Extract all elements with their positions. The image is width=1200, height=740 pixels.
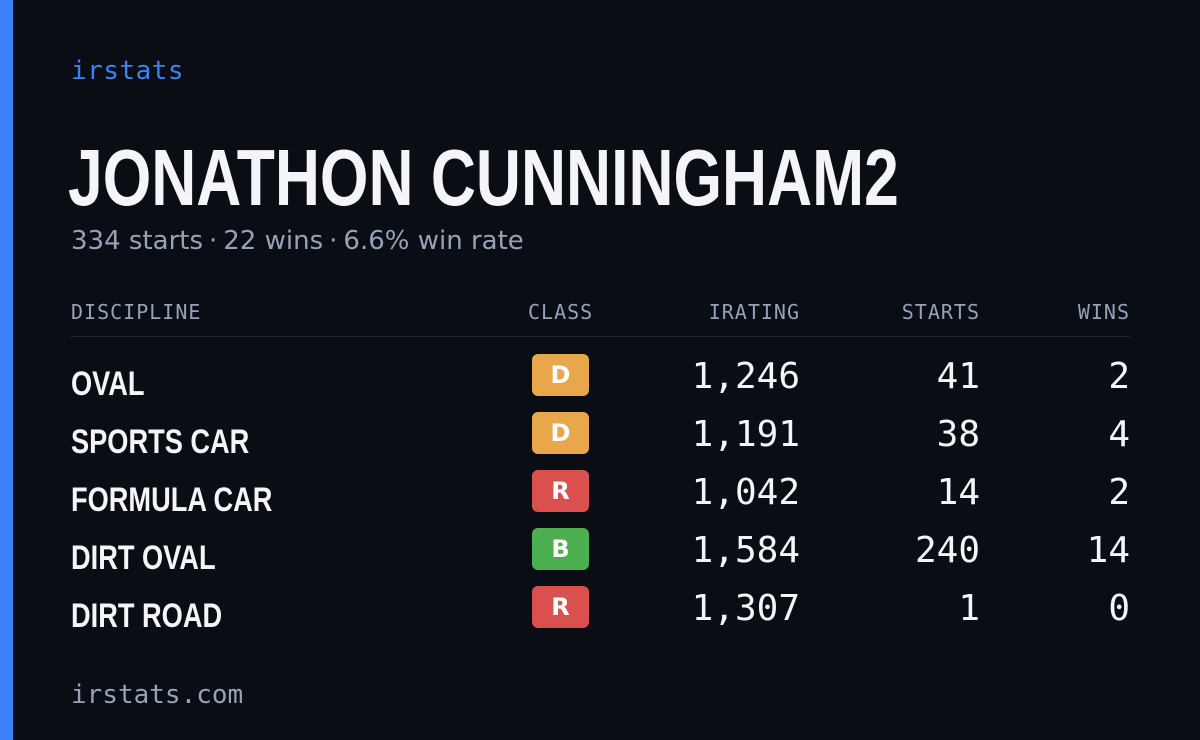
- class-badge: D: [532, 354, 589, 396]
- brand-logo: irstats: [71, 56, 185, 86]
- table-header: DISCIPLINE CLASS IRATING STARTS WINS: [71, 298, 1130, 337]
- class-badge: R: [532, 586, 589, 628]
- starts-value: 240: [914, 530, 980, 571]
- wins-value: 4: [1108, 414, 1130, 455]
- win-rate: 6.6% win rate: [343, 226, 524, 256]
- discipline-name: OVAL: [71, 365, 145, 403]
- table-row: FORMULA CAR R 1,042 14 2: [71, 470, 1130, 528]
- wins-value: 2: [1108, 356, 1130, 397]
- table-body: OVAL D 1,246 41 2 SPORTS CAR D 1,191 38 …: [71, 337, 1130, 644]
- wins-value: 2: [1108, 472, 1130, 513]
- discipline-name: DIRT OVAL: [71, 539, 216, 577]
- header-wins: WINS: [1077, 300, 1130, 324]
- discipline-name: DIRT ROAD: [71, 597, 223, 635]
- wins-value: 0: [1108, 588, 1130, 629]
- class-badge: B: [532, 528, 589, 570]
- table-row: SPORTS CAR D 1,191 38 4: [71, 412, 1130, 470]
- wins-count: 22 wins: [223, 226, 324, 256]
- table-row: DIRT ROAD R 1,307 1 0: [71, 586, 1130, 644]
- table-row: DIRT OVAL B 1,584 240 14: [71, 528, 1130, 586]
- irating-value: 1,584: [691, 530, 800, 571]
- irating-value: 1,246: [691, 356, 800, 397]
- driver-name: JONATHON CUNNINGHAM2: [68, 133, 899, 222]
- starts-count: 334 starts: [71, 226, 203, 256]
- header-discipline: DISCIPLINE: [71, 300, 202, 324]
- irating-value: 1,307: [691, 588, 800, 629]
- irating-value: 1,042: [691, 472, 800, 513]
- irating-value: 1,191: [691, 414, 800, 455]
- header-irating: IRATING: [708, 300, 800, 324]
- starts-value: 41: [936, 356, 980, 397]
- starts-value: 38: [936, 414, 980, 455]
- class-badge: R: [532, 470, 589, 512]
- header-class: CLASS: [528, 300, 594, 324]
- discipline-name: FORMULA CAR: [71, 481, 273, 519]
- footer-url: irstats.com: [71, 680, 244, 710]
- starts-value: 1: [958, 588, 980, 629]
- separator: ·: [329, 226, 338, 256]
- separator: ·: [209, 226, 218, 256]
- driver-summary: 334 starts · 22 wins · 6.6% win rate: [71, 226, 524, 256]
- accent-bar: [0, 0, 13, 740]
- starts-value: 14: [936, 472, 980, 513]
- header-starts: STARTS: [901, 300, 980, 324]
- discipline-name: SPORTS CAR: [71, 423, 250, 461]
- wins-value: 14: [1086, 530, 1130, 571]
- discipline-table: DISCIPLINE CLASS IRATING STARTS WINS OVA…: [71, 298, 1130, 644]
- table-row: OVAL D 1,246 41 2: [71, 354, 1130, 412]
- class-badge: D: [532, 412, 589, 454]
